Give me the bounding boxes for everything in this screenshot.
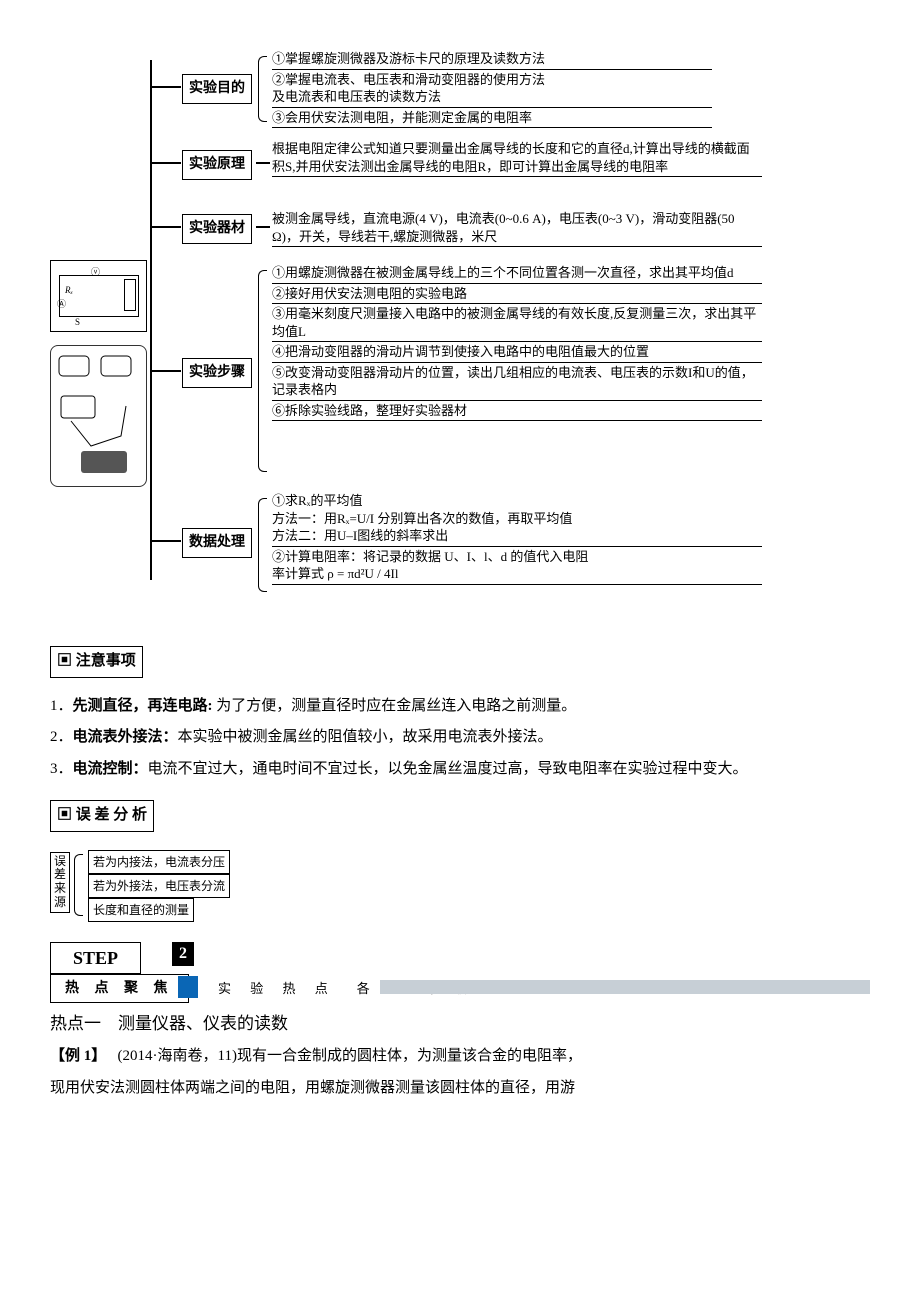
error-source-label: 误差来源 <box>50 852 70 913</box>
node-goal: 实验目的 <box>182 74 252 104</box>
hotspot-title: 热点一 测量仪器、仪表的读数 <box>50 1010 870 1039</box>
circuit-schematic: ⓥ Rₓ Ⓐ S <box>50 260 147 332</box>
equipment-text: 被测金属导线，直流电源(4 V)，电流表(0~0.6 A)，电压表(0~3 V)… <box>272 210 762 247</box>
node-equipment: 实验器材 <box>182 214 252 244</box>
step-label: STEP <box>50 942 141 975</box>
apparatus-sketch <box>50 345 147 487</box>
node-data: 数据处理 <box>182 528 252 558</box>
example-block: 【例 1】 (2014·海南卷，11)现有一合金制成的圆柱体，为测量该合金的电阻… <box>50 1044 870 1101</box>
error-heading: ▣ 误 差 分 析 <box>50 800 154 832</box>
focus-band <box>380 980 870 994</box>
focus-separator <box>178 976 198 998</box>
experiment-flow-diagram: 实验目的 ①掌握螺旋测微器及游标卡尺的原理及读数方法 ②掌握电流表、电压表和滑动… <box>50 50 870 610</box>
apparatus-svg <box>51 346 146 486</box>
node-principle: 实验原理 <box>182 150 252 180</box>
error-item-1: 若为内接法，电流表分压 <box>88 850 230 874</box>
error-item-3: 长度和直径的测量 <box>88 898 194 922</box>
data-processing: ①求Rₓ的平均值 方法一：用Rₓ=U/I 分别算出各次的数值，再取平均值 方法二… <box>272 492 762 586</box>
example-text-a: 现有一合金制成的圆柱体，为测量该合金的电阻率， <box>237 1048 582 1064</box>
error-item-2: 若为外接法，电压表分流 <box>88 874 230 898</box>
node-steps: 实验步骤 <box>182 358 252 388</box>
step-banner: STEP 2 热 点 聚 焦 实 验 热 点 各 个 击 破 <box>50 942 870 1002</box>
caution-body: 1．先测直径，再连电路: 为了方便，测量直径时应在金属丝连入电路之前测量。 2．… <box>50 694 870 783</box>
caution-heading: ▣ 注意事项 <box>50 646 143 678</box>
step-number: 2 <box>172 942 194 966</box>
goal-items: ①掌握螺旋测微器及游标卡尺的原理及读数方法 ②掌握电流表、电压表和滑动变阻器的使… <box>272 50 712 129</box>
example-text-b: 现用伏安法测圆柱体两端之间的电阻，用螺旋测微器测量该圆柱体的直径，用游 <box>50 1076 870 1102</box>
focus-label: 热 点 聚 焦 <box>50 974 189 1004</box>
example-source: (2014·海南卷，11) <box>118 1048 237 1064</box>
error-diagram: 误差来源 若为内接法，电流表分压 若为外接法，电压表分流 长度和直径的测量 <box>50 848 870 928</box>
principle-text: 根据电阻定律公式知道只要测量出金属导线的长度和它的直径d,计算出导线的横截面积S… <box>272 140 762 177</box>
step-items: ①用螺旋测微器在被测金属导线上的三个不同位置各测一次直径，求出其平均值d ②接好… <box>272 264 762 422</box>
example-label: 【例 1】 <box>50 1048 106 1064</box>
